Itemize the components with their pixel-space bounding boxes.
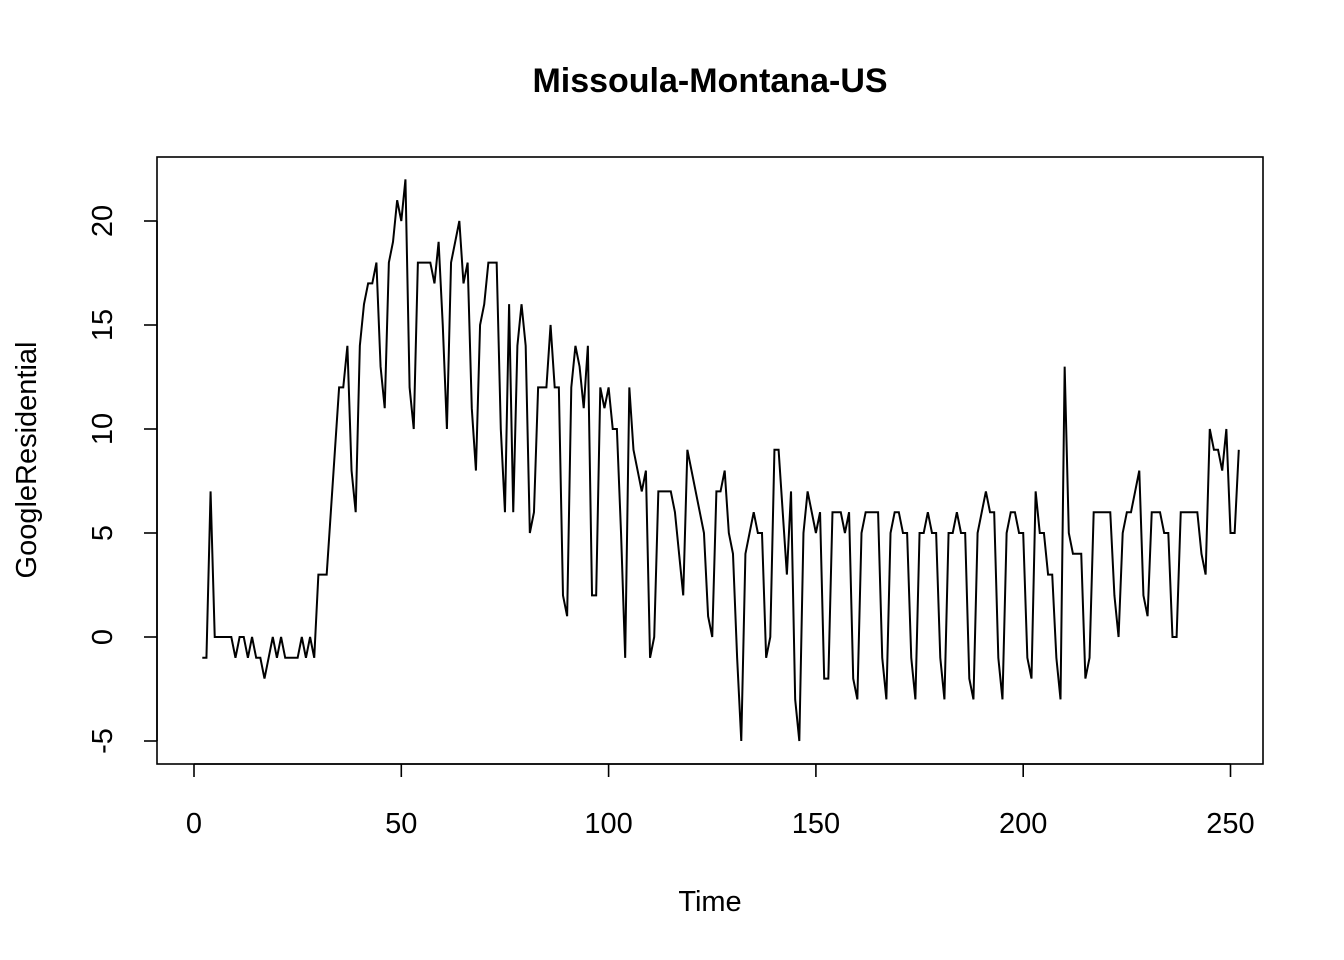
y-tick-label: 0 — [87, 629, 119, 645]
plot-frame — [156, 156, 1264, 765]
x-tick-label: 0 — [186, 808, 202, 840]
y-tick-label: 15 — [87, 309, 119, 341]
x-tick-label: 150 — [792, 808, 840, 840]
y-axis: -5 0 5 10 15 20 — [87, 205, 158, 754]
series-line — [202, 179, 1240, 742]
x-tick-label: 250 — [1206, 808, 1254, 840]
x-tick-label: 50 — [385, 808, 417, 840]
y-tick-label: 20 — [87, 205, 119, 237]
chart-title: Missoula-Montana-US — [532, 62, 887, 100]
y-tick-label: -5 — [87, 728, 119, 754]
y-tick-label: 10 — [87, 413, 119, 445]
y-axis-label: GoogleResidential — [11, 342, 43, 579]
x-axis-label: Time — [678, 886, 741, 918]
x-axis: 0 50 100 150 200 250 — [186, 763, 1255, 840]
y-tick-label: 5 — [87, 525, 119, 541]
x-tick-label: 200 — [999, 808, 1047, 840]
x-tick-label: 100 — [584, 808, 632, 840]
